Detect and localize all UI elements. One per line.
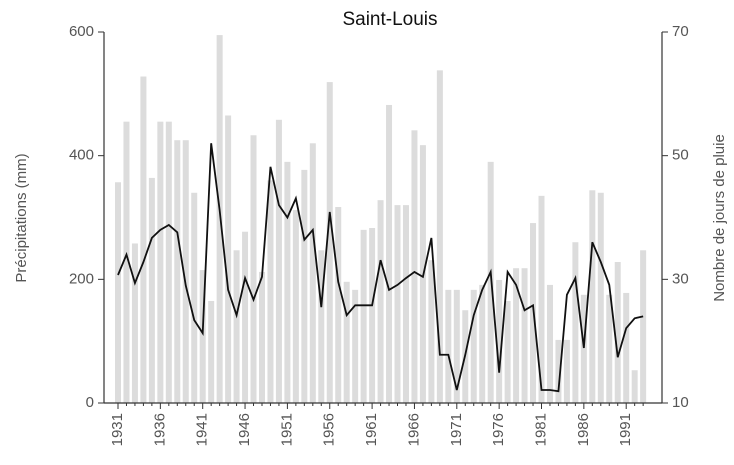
x-tick-label: 1981	[532, 413, 549, 446]
bar	[199, 270, 206, 403]
bar	[521, 268, 528, 403]
chart-title: Saint-Louis	[342, 9, 437, 30]
x-tick-label: 1966	[405, 413, 422, 446]
x-tick-label: 1991	[617, 413, 634, 446]
bar	[386, 104, 393, 404]
bar	[250, 135, 257, 404]
bar	[631, 370, 638, 403]
bar	[131, 243, 138, 403]
bar	[606, 294, 613, 403]
bar	[318, 250, 325, 403]
bar	[377, 200, 384, 403]
line-series	[117, 143, 644, 393]
bar	[360, 229, 367, 403]
y2-tick-label: 70	[672, 23, 689, 40]
y-tick-label: 400	[69, 147, 94, 164]
y-tick-label: 0	[86, 394, 94, 411]
bar	[191, 192, 198, 403]
bar	[267, 180, 274, 403]
bar	[640, 250, 647, 403]
bar	[335, 206, 342, 403]
bar	[623, 292, 630, 403]
bar	[411, 130, 418, 403]
bar	[563, 339, 570, 403]
bar	[225, 115, 232, 403]
bar	[301, 169, 308, 403]
bar	[589, 190, 596, 403]
y2-tick-label: 30	[672, 270, 689, 287]
bar	[394, 205, 401, 403]
bar	[538, 195, 545, 403]
bar	[580, 294, 587, 403]
bar	[369, 228, 376, 403]
bar	[496, 279, 503, 403]
bar	[597, 192, 604, 403]
bar	[352, 289, 359, 403]
x-tick-label: 1951	[278, 413, 295, 446]
x-tick-label: 1936	[151, 413, 168, 446]
x-tick-label: 1941	[194, 413, 211, 446]
bar	[123, 121, 130, 404]
y2-axis-label: Nombre de jours de pluie	[711, 134, 728, 302]
bar	[436, 70, 443, 403]
bar	[208, 300, 215, 403]
bar	[284, 161, 291, 403]
bar	[445, 289, 452, 403]
bar	[309, 143, 316, 404]
bar	[140, 76, 147, 404]
bar	[453, 289, 460, 403]
bar	[428, 260, 435, 403]
bar	[233, 250, 240, 403]
bar	[343, 281, 350, 403]
x-tick-label: 1961	[363, 413, 380, 446]
bar	[115, 182, 121, 403]
bar	[326, 82, 333, 404]
bar	[479, 284, 486, 403]
x-tick-label: 1956	[321, 413, 338, 446]
x-tick-label: 1986	[575, 413, 592, 446]
bar	[402, 205, 409, 403]
y-axis-label: Précipitations (mm)	[13, 153, 30, 282]
y2-tick-label: 50	[672, 147, 689, 164]
bar	[242, 231, 249, 403]
y-tick-label: 600	[69, 23, 94, 40]
bar	[182, 140, 189, 404]
bar	[614, 262, 621, 403]
bar	[513, 268, 520, 403]
bar	[572, 242, 579, 403]
bar	[174, 140, 181, 404]
x-tick-label: 1971	[448, 413, 465, 446]
bar	[504, 300, 511, 403]
x-tick-label: 1931	[109, 413, 126, 446]
bar	[165, 121, 172, 404]
x-tick-label: 1976	[490, 413, 507, 446]
bar	[157, 121, 164, 404]
bar	[258, 271, 265, 403]
x-tick-label: 1946	[236, 413, 253, 446]
bar	[216, 35, 223, 403]
bar	[470, 289, 477, 403]
y-tick-label: 200	[69, 270, 94, 287]
bar	[555, 339, 562, 403]
bar	[292, 210, 299, 403]
bar	[275, 119, 282, 403]
bar	[546, 284, 553, 403]
bar	[148, 177, 155, 403]
y2-tick-label: 10	[672, 394, 689, 411]
